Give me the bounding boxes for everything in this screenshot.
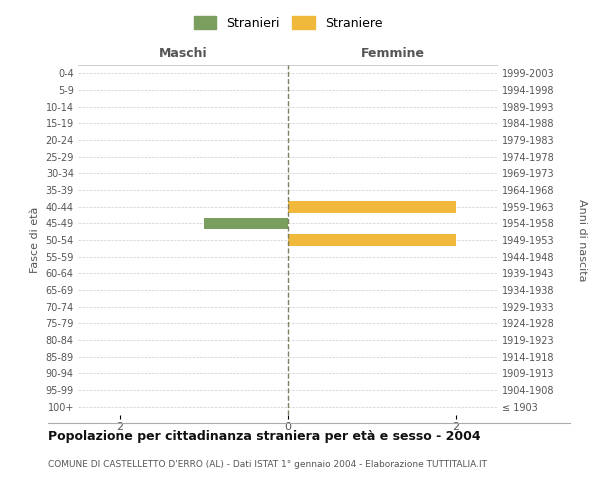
Y-axis label: Fasce di età: Fasce di età <box>30 207 40 273</box>
Bar <box>204 218 288 229</box>
Text: COMUNE DI CASTELLETTO D'ERRO (AL) - Dati ISTAT 1° gennaio 2004 - Elaborazione TU: COMUNE DI CASTELLETTO D'ERRO (AL) - Dati… <box>48 460 487 469</box>
Legend: Stranieri, Straniere: Stranieri, Straniere <box>189 11 387 35</box>
Bar <box>288 201 456 212</box>
Y-axis label: Anni di nascita: Anni di nascita <box>577 198 587 281</box>
Text: Maschi: Maschi <box>158 47 208 60</box>
Text: Femmine: Femmine <box>361 47 425 60</box>
Text: Popolazione per cittadinanza straniera per età e sesso - 2004: Popolazione per cittadinanza straniera p… <box>48 430 481 443</box>
Bar <box>288 234 456 246</box>
